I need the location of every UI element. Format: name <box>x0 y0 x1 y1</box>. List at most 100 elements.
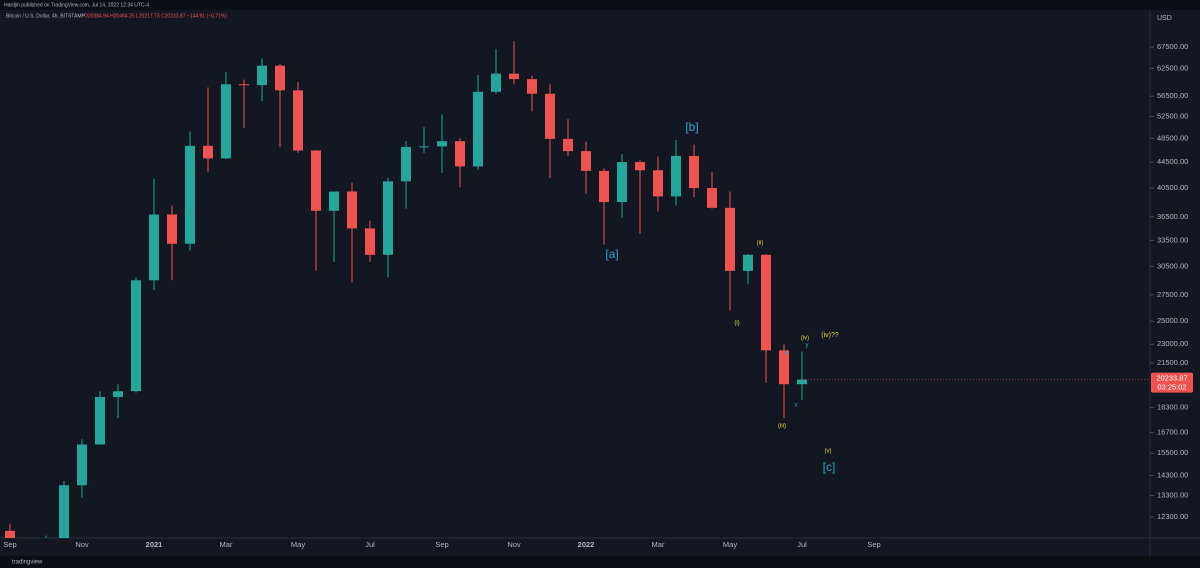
candle-body <box>779 350 789 385</box>
candle-body <box>617 162 627 203</box>
y-tick-label: 33500.00 <box>1157 235 1188 244</box>
candle-body <box>527 79 537 94</box>
x-tick-label: May <box>291 540 305 549</box>
x-tick-label: Sep <box>867 540 880 549</box>
candle-body <box>77 444 87 486</box>
candle-body <box>5 530 15 538</box>
x-tick-label: 2022 <box>578 540 595 549</box>
candle-body <box>761 254 771 351</box>
header-bar <box>0 0 1200 10</box>
x-tick-label: Jul <box>365 540 375 549</box>
x-tick-label: May <box>723 540 737 549</box>
y-tick-label: 30500.00 <box>1157 261 1188 270</box>
last-price-label: 20233.87 <box>1156 374 1187 383</box>
plot <box>5 40 807 538</box>
x-tick-label: Mar <box>220 540 233 549</box>
x-tick-label: Mar <box>652 540 665 549</box>
candle-body <box>743 254 753 271</box>
y-tick-label: 13300.00 <box>1157 490 1188 499</box>
y-tick-label: 36500.00 <box>1157 212 1188 221</box>
candle-body <box>473 91 483 167</box>
candle-body <box>311 150 321 211</box>
candle-body <box>185 145 195 244</box>
candle-body <box>95 396 105 445</box>
y-tick-label: 67500.00 <box>1157 42 1188 51</box>
last-price-tag <box>1151 372 1193 393</box>
candle-body <box>293 90 303 151</box>
candle-body <box>797 379 807 385</box>
wave-label: y <box>806 343 809 349</box>
candle-body <box>383 181 393 255</box>
y-tick-label: 40500.00 <box>1157 183 1188 192</box>
wave-label: (iv)?? <box>821 332 839 339</box>
candle-body <box>725 207 735 271</box>
wave-label: [a] <box>605 247 618 261</box>
x-tick-label: Nov <box>507 540 521 549</box>
wave-label: (iv) <box>801 336 809 342</box>
y-tick-label: 48500.00 <box>1157 133 1188 142</box>
candle-body <box>455 141 465 167</box>
unit: USD <box>1157 15 1172 22</box>
candle-body <box>59 485 69 538</box>
x-tick-label: Nov <box>75 540 89 549</box>
y-tick-label: 15500.00 <box>1157 448 1188 457</box>
y-tick-label: 18300.00 <box>1157 402 1188 411</box>
y-tick-label: 56500.00 <box>1157 91 1188 100</box>
candle-body <box>167 214 177 244</box>
y-tick-label: 14300.00 <box>1157 470 1188 479</box>
candle-body <box>419 146 429 148</box>
wave-label: x <box>795 403 798 409</box>
y-tick-label: 52500.00 <box>1157 111 1188 120</box>
y-tick-label: 25000.00 <box>1157 316 1188 325</box>
candle-body <box>689 155 699 189</box>
candle-body <box>365 228 375 255</box>
y-tick-label: 62500.00 <box>1157 63 1188 72</box>
candle-body <box>635 162 645 171</box>
candle-body <box>239 84 249 86</box>
candle-body <box>653 170 663 197</box>
wave-label: (i) <box>734 321 739 327</box>
wave-label: [c] <box>823 460 836 474</box>
candle-body <box>599 170 609 203</box>
candle-body <box>581 151 591 171</box>
wave-label: (ii) <box>757 241 764 247</box>
wave-label: [b] <box>685 120 698 134</box>
candle-body <box>509 73 519 80</box>
x-tick-label: Sep <box>3 540 16 549</box>
y-tick-label: 23000.00 <box>1157 339 1188 348</box>
candle-body <box>149 214 159 281</box>
candle-body <box>113 391 123 397</box>
wave-label: (iii) <box>778 424 786 430</box>
candle-body <box>437 141 447 147</box>
symbol: Bitcoin / U.S. Dollar, 4h, BITSTAMP <box>6 13 85 19</box>
footer: tradingview <box>12 560 43 566</box>
x-tick-label: Sep <box>435 540 448 549</box>
candle-body <box>707 188 717 208</box>
footer-bar <box>0 556 1200 568</box>
wave-label: w <box>783 351 789 357</box>
wave-label: (v) <box>825 449 832 455</box>
y-tick-label: 44500.00 <box>1157 157 1188 166</box>
candle-body <box>131 280 141 392</box>
candle-body <box>491 73 501 92</box>
candle-body <box>275 65 285 91</box>
candle-body <box>203 145 213 159</box>
candle-body <box>563 138 573 152</box>
candle-body <box>221 84 231 159</box>
y-tick-label: 21500.00 <box>1157 358 1188 367</box>
candle-body <box>347 191 357 229</box>
candle-body <box>545 93 555 139</box>
candle-body <box>401 146 411 182</box>
header: Hardjin published on TradingView.com, Ju… <box>4 2 149 8</box>
y-tick-label: 12300.00 <box>1157 512 1188 521</box>
candle-body <box>671 155 681 197</box>
y-tick-label: 27500.00 <box>1157 290 1188 299</box>
y-tick-label: 16700.00 <box>1157 428 1188 437</box>
candle-body <box>329 191 339 211</box>
ohlc: O20384.94 H20464.25 L20217.73 C20233.87 … <box>84 13 227 19</box>
x-tick-label: 2021 <box>146 540 163 549</box>
countdown: 03:25:02 <box>1157 383 1186 392</box>
